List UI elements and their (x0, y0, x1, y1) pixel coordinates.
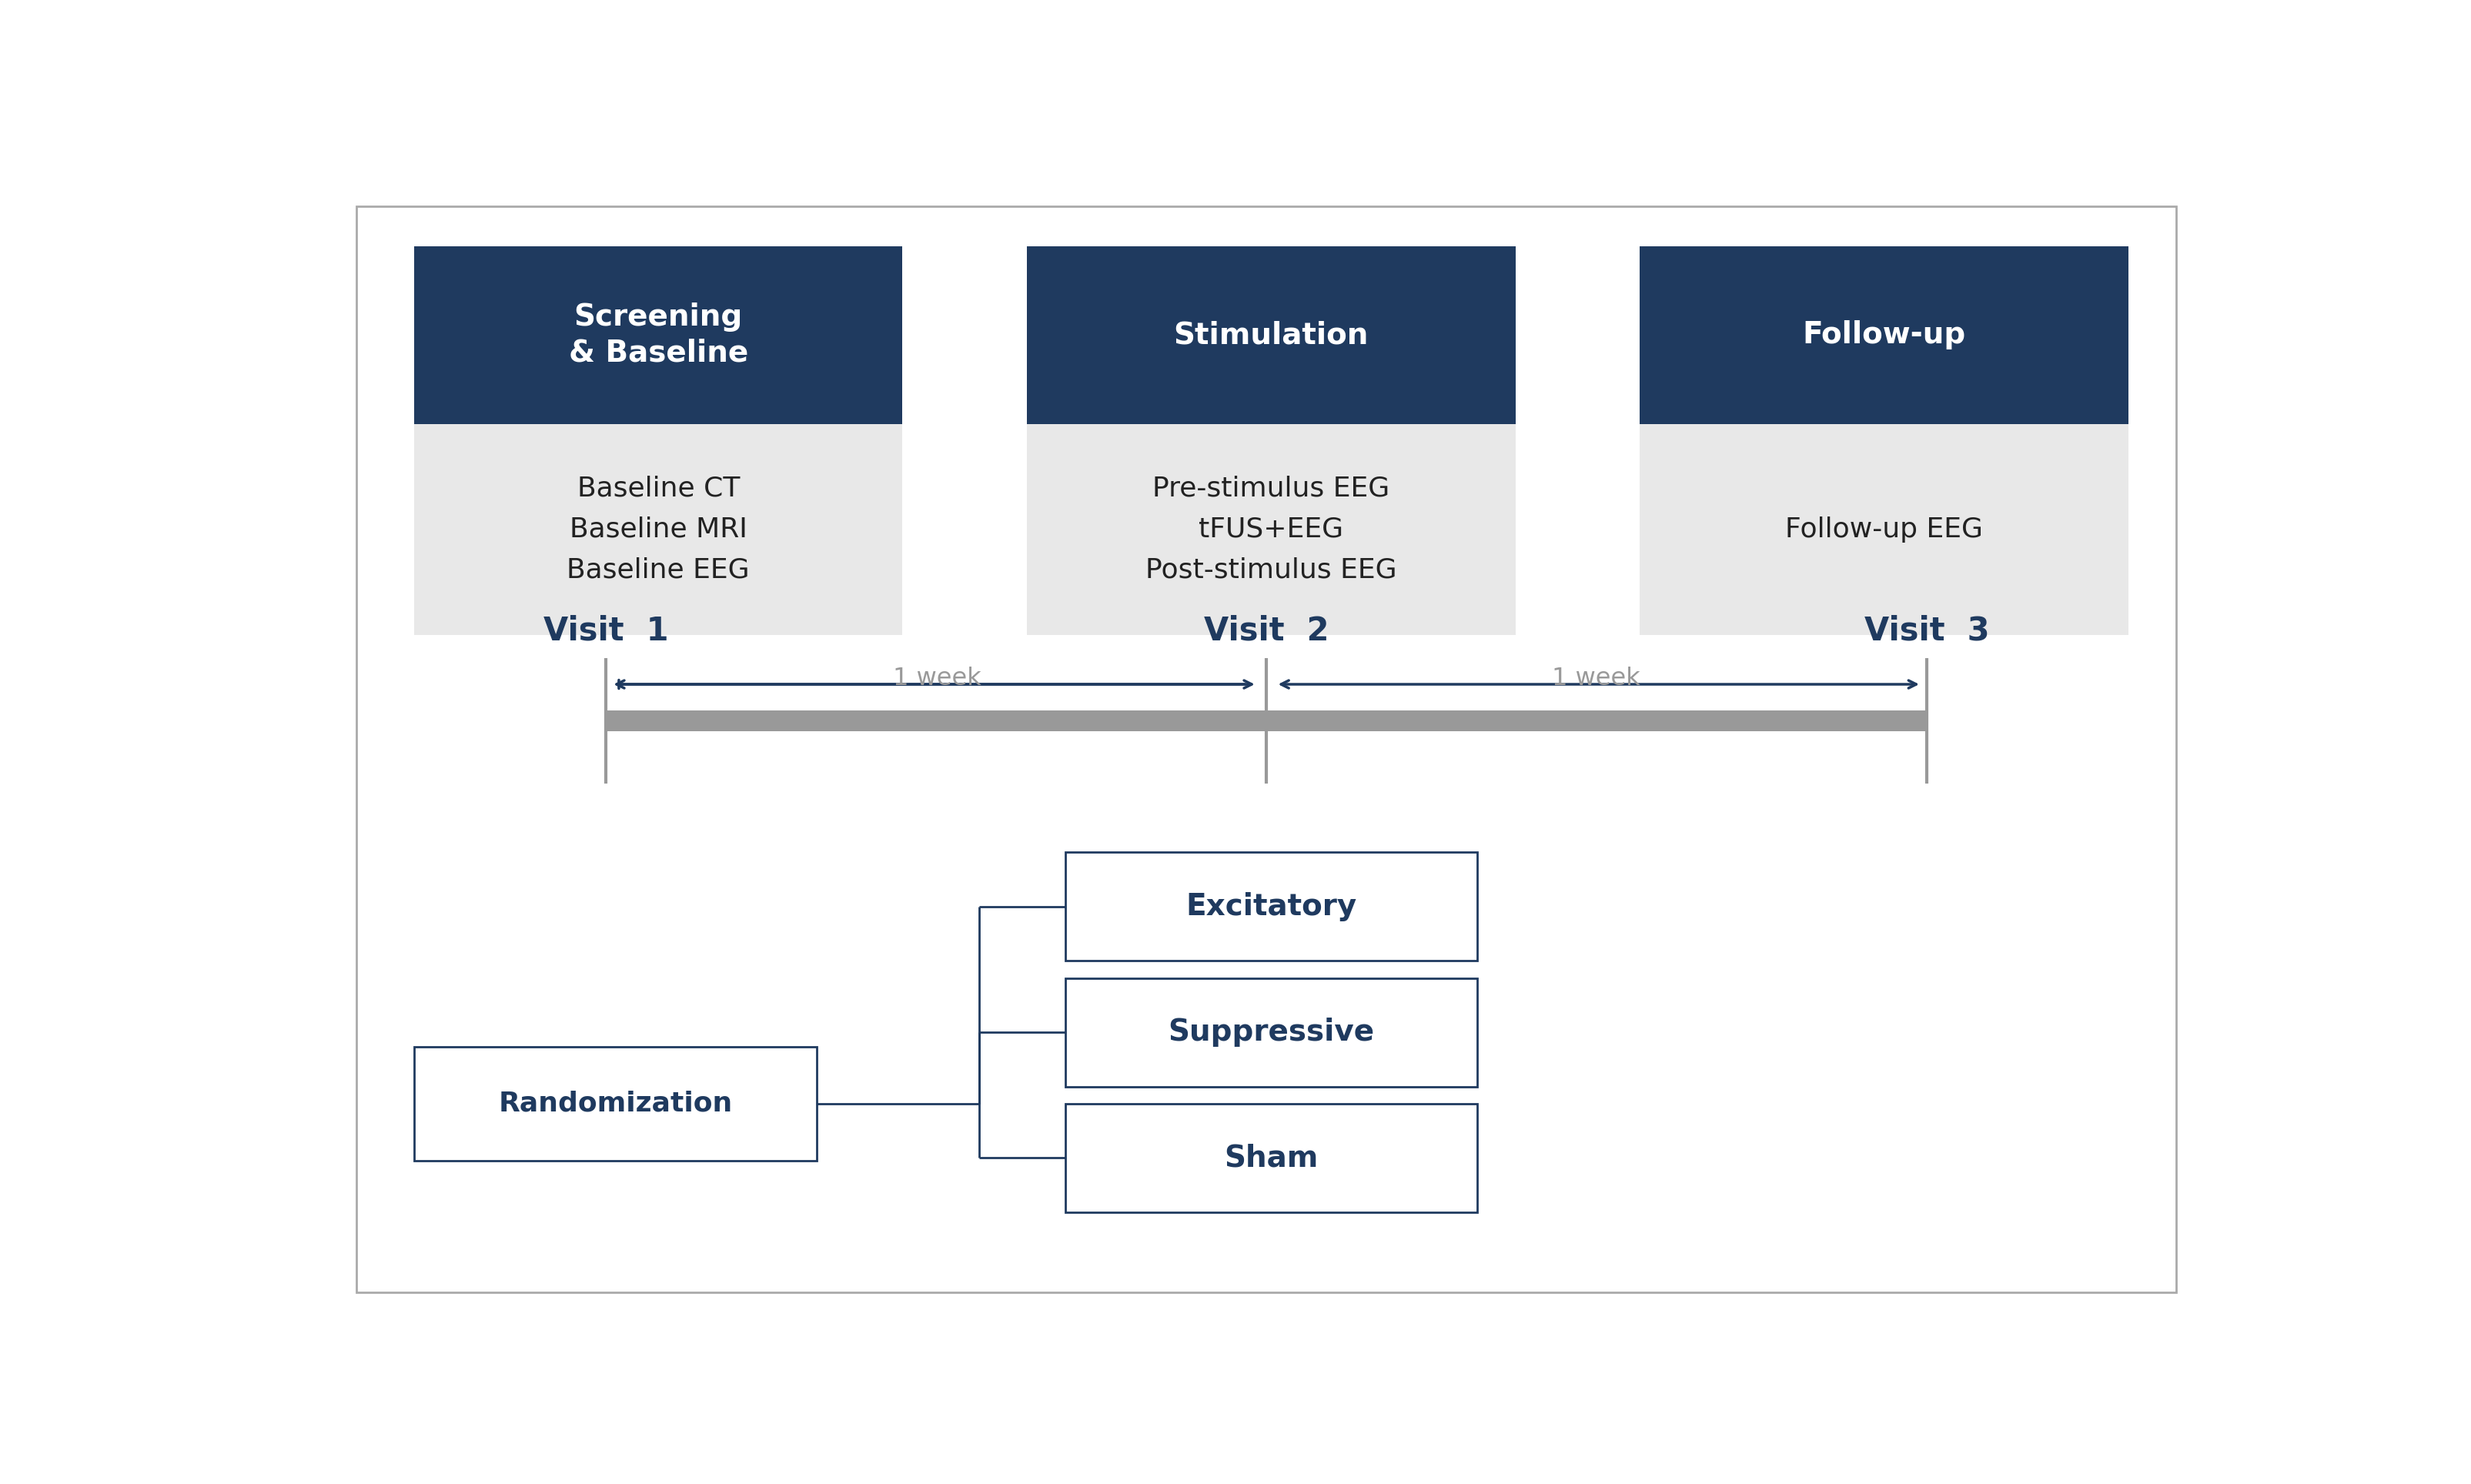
Text: Stimulation: Stimulation (1174, 321, 1369, 350)
Text: Excitatory: Excitatory (1186, 892, 1357, 922)
Text: Follow-up EEG: Follow-up EEG (1784, 516, 1982, 543)
Bar (415, 246, 902, 424)
Text: Suppressive: Suppressive (1169, 1018, 1374, 1046)
Bar (1065, 978, 1478, 1086)
Bar (1065, 1104, 1478, 1212)
Text: Randomization: Randomization (499, 1091, 731, 1117)
Bar (605, 711, 1927, 732)
Text: Baseline CT
Baseline MRI
Baseline EEG: Baseline CT Baseline MRI Baseline EEG (566, 476, 749, 583)
Text: Sham: Sham (1223, 1143, 1317, 1172)
Bar (1065, 852, 1478, 960)
Text: Visit  2: Visit 2 (1203, 614, 1329, 647)
Bar (1028, 246, 1515, 635)
Text: Pre-stimulus EEG
tFUS+EEG
Post-stimulus EEG: Pre-stimulus EEG tFUS+EEG Post-stimulus … (1147, 476, 1396, 583)
Bar (1028, 246, 1515, 424)
Bar (415, 246, 902, 635)
Text: 1 week: 1 week (892, 666, 981, 690)
Text: Screening
& Baseline: Screening & Baseline (568, 303, 749, 368)
Bar (415, 1046, 815, 1160)
Text: 1 week: 1 week (1552, 666, 1641, 690)
Text: Visit  3: Visit 3 (1866, 614, 1989, 647)
Bar (1641, 246, 2128, 424)
Bar (1641, 246, 2128, 635)
Text: Visit  1: Visit 1 (544, 614, 667, 647)
Text: Follow-up: Follow-up (1801, 321, 1964, 350)
